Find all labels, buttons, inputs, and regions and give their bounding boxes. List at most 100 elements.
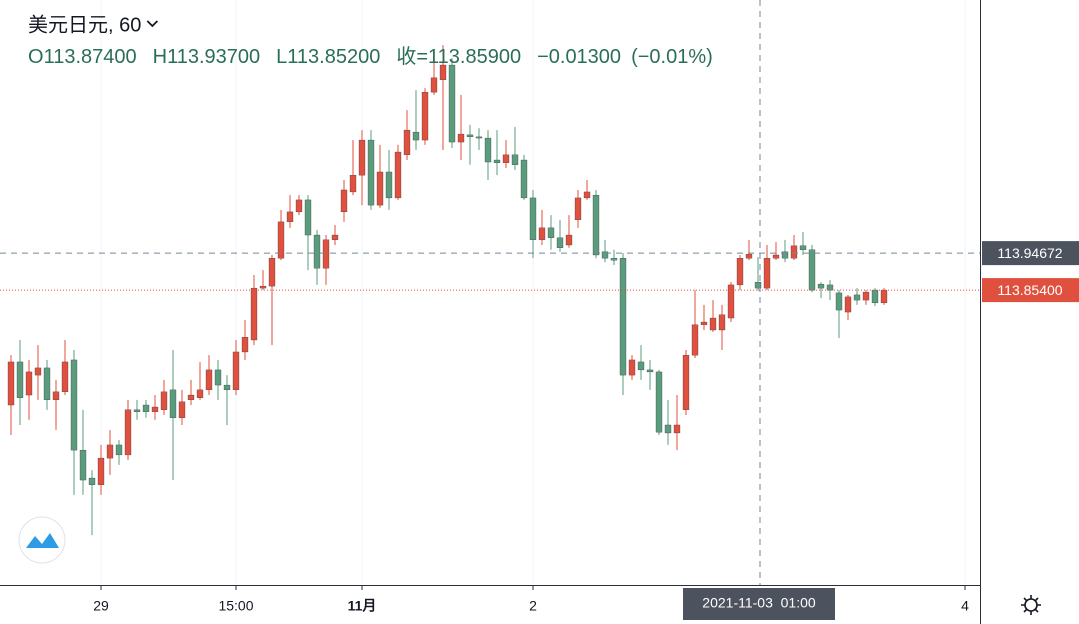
candle-body xyxy=(79,449,87,481)
change-percent: (−0.01%) xyxy=(631,46,713,68)
crosshair-price-box xyxy=(982,241,1079,266)
candle-body xyxy=(25,371,33,396)
candle-body xyxy=(133,409,141,412)
candle-body xyxy=(637,361,645,371)
candle-body xyxy=(448,64,456,143)
x-tick-label: 15:00 xyxy=(218,598,253,614)
candle-body xyxy=(430,77,438,93)
candle-body xyxy=(493,159,501,163)
logo[interactable] xyxy=(18,516,66,564)
change-value: −0.01300 xyxy=(537,46,621,68)
candle-body xyxy=(763,258,771,289)
ohlc-value: 113.93700 xyxy=(167,46,260,68)
candle-body xyxy=(565,234,573,246)
ohlc-header: O113.87400 H113.93700 L113.85200 收=113.8590… xyxy=(28,45,713,68)
candle-body xyxy=(511,154,519,165)
symbol-title[interactable]: 美元日元, 60 xyxy=(28,13,141,36)
candle-body xyxy=(826,284,834,291)
candle-body xyxy=(232,351,240,391)
x-tick-label: 11月 xyxy=(348,598,377,614)
candle-body xyxy=(691,324,699,356)
candle-body xyxy=(862,291,870,301)
candle-body xyxy=(547,227,555,238)
last-price-box xyxy=(982,278,1079,303)
candle-body xyxy=(484,137,492,163)
candle-body xyxy=(259,285,267,289)
candle-body xyxy=(592,194,600,256)
ohlc-value: 113.85200 xyxy=(287,46,380,68)
candle-body xyxy=(88,477,96,485)
candle-body xyxy=(340,189,348,213)
candle-body xyxy=(709,317,717,331)
candle-body xyxy=(268,258,276,287)
candle-body xyxy=(475,136,483,139)
candle-body xyxy=(322,239,330,269)
candle-body xyxy=(376,171,384,206)
candle-body xyxy=(403,129,411,155)
x-tick-label: 4 xyxy=(961,598,969,614)
candle-body xyxy=(745,254,753,259)
candle-body xyxy=(520,159,528,199)
ohlc-value: 113.85900 xyxy=(428,46,521,68)
candle-body xyxy=(43,367,51,400)
symbol-chevron[interactable] xyxy=(146,20,158,28)
candle-body xyxy=(106,444,114,459)
last-price-label: 113.85400 xyxy=(997,282,1062,298)
plot-area xyxy=(0,0,980,585)
candle-body xyxy=(439,64,447,80)
candle-body xyxy=(223,384,231,391)
candle-body xyxy=(142,404,150,412)
candle-body xyxy=(646,369,654,373)
candle-body xyxy=(610,258,618,261)
settings-gear[interactable] xyxy=(1021,595,1041,615)
crosshair-price-label: 113.94672 xyxy=(997,245,1062,261)
candle-body xyxy=(358,139,366,176)
candle-body xyxy=(628,359,636,376)
candle-body xyxy=(502,154,510,163)
candle-body xyxy=(817,283,825,289)
candle-body xyxy=(196,389,204,398)
candle-body xyxy=(673,424,681,434)
candle-body xyxy=(250,287,258,341)
candle-body xyxy=(736,258,744,286)
candle-body xyxy=(682,355,690,410)
candle-body xyxy=(583,191,591,199)
candle-body xyxy=(853,294,861,301)
crosshair-time-box xyxy=(683,588,835,620)
candle-body xyxy=(655,371,663,433)
candle-body xyxy=(124,409,132,456)
candle-body xyxy=(16,361,24,398)
candle-body xyxy=(727,284,735,319)
candle-body xyxy=(70,359,78,451)
x-tick-label: 2 xyxy=(529,598,537,614)
ohlc-prefix: H xyxy=(153,46,167,68)
candle-body xyxy=(169,389,177,418)
candle-body xyxy=(205,369,213,391)
candle-body xyxy=(466,134,474,138)
candle-body xyxy=(97,457,105,485)
ohlc-prefix: O xyxy=(28,46,44,68)
candle-body xyxy=(61,361,69,393)
candle-body xyxy=(457,133,465,143)
candle-body xyxy=(349,175,357,193)
candle-body xyxy=(754,281,762,289)
candle-body xyxy=(574,197,582,221)
candle-body xyxy=(700,321,708,325)
candle-body xyxy=(295,199,303,213)
candle-body xyxy=(601,251,609,259)
candle-body xyxy=(556,237,564,248)
candle-body xyxy=(808,249,816,291)
candle-body xyxy=(214,369,222,386)
candle-body xyxy=(7,361,15,406)
candle-body xyxy=(664,424,672,434)
candle-body xyxy=(619,258,627,376)
candle-body xyxy=(52,391,60,400)
candle-body xyxy=(178,401,186,418)
crosshair-time-label: 2021-11-03 01:00 xyxy=(702,595,816,611)
candle-body xyxy=(115,444,123,456)
candle-body xyxy=(871,289,879,304)
candle-body xyxy=(412,131,420,141)
candle-body xyxy=(529,197,537,240)
candle-body xyxy=(781,251,789,259)
